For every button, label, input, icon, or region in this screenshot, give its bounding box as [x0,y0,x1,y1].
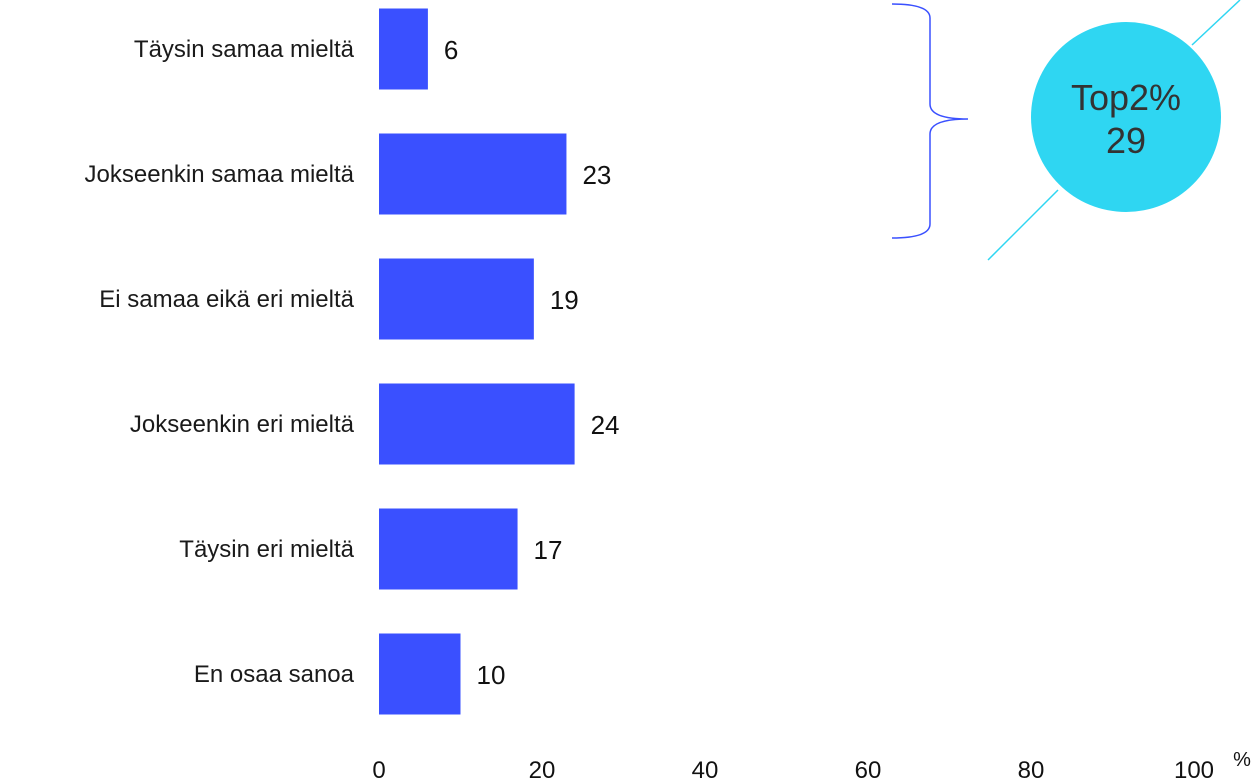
top2-bubble-value: 29 [1106,120,1146,161]
data-label: 17 [534,535,563,565]
bar [379,133,567,215]
top2-bubble [1031,22,1221,212]
bars-layer: Täysin samaa mieltä 6 Jokseenkin samaa mie… [85,8,620,715]
top2-bracket [891,3,969,239]
category-label: Täysin eri mieltä [179,536,354,563]
x-tick-label: 60 [855,757,882,782]
bar [379,633,461,715]
x-tick-label: 20 [529,757,556,782]
bubble-tail-bottom [987,189,1059,261]
bar [379,258,534,340]
x-axis-unit-label: % [1233,749,1251,771]
category-label: Jokseenkin eri mieltä [130,411,355,438]
bar [379,508,518,590]
data-label: 6 [444,35,458,65]
category-label: Ei samaa eikä eri mieltä [99,286,354,313]
data-label: 23 [582,160,611,190]
data-label: 19 [550,285,579,315]
x-tick-label: 80 [1018,757,1045,782]
x-tick-label: 100 [1174,757,1214,782]
top2-callout: Top2% 29 [891,0,1241,261]
bar [379,383,575,465]
category-label: Täysin samaa mieltä [134,36,355,63]
x-tick-label: 40 [692,757,719,782]
category-label: Jokseenkin samaa mieltä [85,161,355,188]
x-axis: % 0 20 40 60 80 100 [372,749,1251,782]
bubble-tail-top [1191,0,1241,46]
category-label: En osaa sanoa [194,661,355,688]
data-label: 10 [477,660,506,690]
bar [379,8,428,90]
top2-bubble-title: Top2% [1071,77,1181,118]
x-tick-label: 0 [372,757,385,782]
data-label: 24 [591,410,620,440]
